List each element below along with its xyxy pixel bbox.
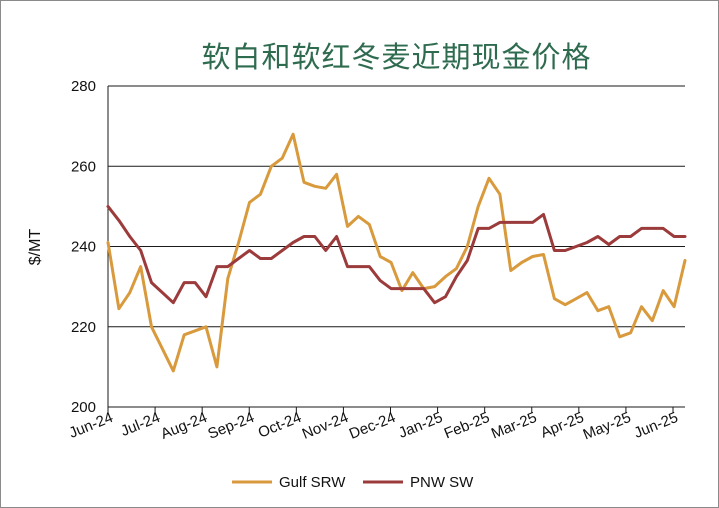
- y-tick-label: 220: [71, 319, 96, 336]
- y-tick-label: 280: [71, 78, 96, 95]
- y-tick-label: 200: [71, 399, 96, 416]
- legend-label-gulf-srw: Gulf SRW: [279, 474, 346, 491]
- x-tick-label: Mar-25: [489, 409, 539, 443]
- series-line-pnw-sw: [106, 204, 687, 305]
- x-tick-label: Apr-25: [538, 409, 586, 442]
- axes: [107, 86, 685, 413]
- x-tick-label: Nov-24: [300, 409, 351, 443]
- x-tick-label: Jul-24: [118, 409, 162, 440]
- y-tick-label: 260: [71, 158, 96, 175]
- legend: Gulf SRW PNW SW: [232, 474, 474, 491]
- gridlines: [108, 85, 685, 328]
- series-line-gulf-srw: [106, 132, 687, 373]
- x-tick-label: Oct-24: [256, 409, 304, 442]
- x-tick-label: Jan-25: [396, 409, 445, 442]
- chart-title: 软白和软红冬麦近期现金价格: [201, 40, 592, 74]
- x-tick-labels: Jun-24 Jul-24Aug-24Sep-24Oct-24Nov-24Dec-…: [67, 409, 681, 444]
- y-tick-labels: 200 220 240 260 280: [71, 78, 96, 416]
- x-tick-label: Dec-24: [347, 409, 398, 443]
- x-tick-label: Feb-25: [442, 409, 492, 443]
- legend-label-pnw-sw: PNW SW: [410, 474, 474, 491]
- x-tick-label: Aug-24: [158, 409, 209, 443]
- x-tick-label: May-25: [581, 409, 634, 444]
- x-tick-label: Sep-24: [206, 409, 257, 443]
- y-tick-label: 240: [71, 239, 96, 256]
- y-axis-title: $/MT: [27, 229, 44, 266]
- series-lines: [106, 132, 687, 373]
- x-tick-label: Jun-25: [632, 409, 681, 442]
